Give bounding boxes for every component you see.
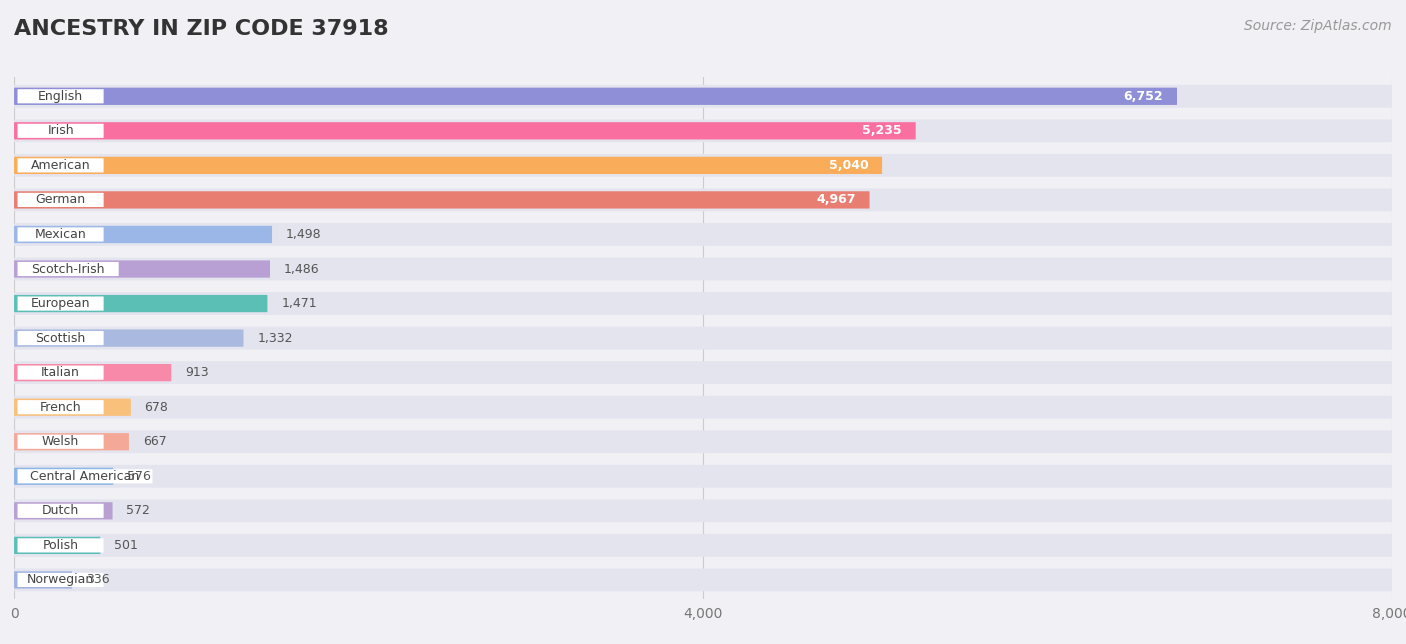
Text: Dutch: Dutch bbox=[42, 504, 79, 517]
FancyBboxPatch shape bbox=[17, 573, 104, 587]
Text: Norwegian: Norwegian bbox=[27, 573, 94, 587]
FancyBboxPatch shape bbox=[14, 260, 270, 278]
Text: 5,040: 5,040 bbox=[828, 159, 869, 172]
Text: 913: 913 bbox=[186, 366, 208, 379]
Text: Polish: Polish bbox=[42, 539, 79, 552]
FancyBboxPatch shape bbox=[14, 534, 1392, 557]
Text: European: European bbox=[31, 297, 90, 310]
FancyBboxPatch shape bbox=[17, 469, 152, 484]
Text: 5,235: 5,235 bbox=[862, 124, 901, 137]
FancyBboxPatch shape bbox=[14, 85, 1392, 108]
FancyBboxPatch shape bbox=[14, 119, 1392, 142]
Text: Irish: Irish bbox=[48, 124, 75, 137]
FancyBboxPatch shape bbox=[17, 538, 104, 553]
Text: 1,332: 1,332 bbox=[257, 332, 292, 345]
FancyBboxPatch shape bbox=[14, 226, 273, 243]
FancyBboxPatch shape bbox=[17, 400, 104, 414]
FancyBboxPatch shape bbox=[14, 327, 1392, 350]
FancyBboxPatch shape bbox=[17, 504, 104, 518]
FancyBboxPatch shape bbox=[17, 262, 118, 276]
FancyBboxPatch shape bbox=[14, 396, 1392, 419]
Text: Source: ZipAtlas.com: Source: ZipAtlas.com bbox=[1244, 19, 1392, 33]
FancyBboxPatch shape bbox=[17, 158, 104, 173]
FancyBboxPatch shape bbox=[17, 227, 104, 242]
FancyBboxPatch shape bbox=[14, 295, 267, 312]
FancyBboxPatch shape bbox=[14, 502, 112, 520]
Text: 1,498: 1,498 bbox=[285, 228, 322, 241]
Text: 576: 576 bbox=[127, 469, 150, 483]
FancyBboxPatch shape bbox=[17, 124, 104, 138]
FancyBboxPatch shape bbox=[17, 366, 104, 380]
FancyBboxPatch shape bbox=[14, 154, 1392, 176]
FancyBboxPatch shape bbox=[14, 88, 1177, 105]
Text: 1,471: 1,471 bbox=[281, 297, 316, 310]
Text: 336: 336 bbox=[86, 573, 110, 587]
FancyBboxPatch shape bbox=[14, 433, 129, 450]
Text: Mexican: Mexican bbox=[35, 228, 86, 241]
FancyBboxPatch shape bbox=[14, 536, 100, 554]
FancyBboxPatch shape bbox=[17, 296, 104, 310]
FancyBboxPatch shape bbox=[14, 500, 1392, 522]
Text: 501: 501 bbox=[114, 539, 138, 552]
Text: 4,967: 4,967 bbox=[817, 193, 856, 207]
FancyBboxPatch shape bbox=[14, 258, 1392, 280]
Text: American: American bbox=[31, 159, 90, 172]
FancyBboxPatch shape bbox=[14, 468, 114, 485]
Text: Italian: Italian bbox=[41, 366, 80, 379]
FancyBboxPatch shape bbox=[14, 223, 1392, 246]
Text: 572: 572 bbox=[127, 504, 150, 517]
Text: 1,486: 1,486 bbox=[284, 263, 319, 276]
Text: 6,752: 6,752 bbox=[1123, 90, 1163, 103]
FancyBboxPatch shape bbox=[14, 292, 1392, 315]
Text: 678: 678 bbox=[145, 401, 169, 413]
Text: English: English bbox=[38, 90, 83, 103]
Text: Scottish: Scottish bbox=[35, 332, 86, 345]
Text: Scotch-Irish: Scotch-Irish bbox=[31, 263, 105, 276]
Text: Welsh: Welsh bbox=[42, 435, 79, 448]
FancyBboxPatch shape bbox=[17, 193, 104, 207]
FancyBboxPatch shape bbox=[17, 435, 104, 449]
FancyBboxPatch shape bbox=[14, 330, 243, 346]
FancyBboxPatch shape bbox=[17, 331, 104, 345]
FancyBboxPatch shape bbox=[14, 399, 131, 416]
FancyBboxPatch shape bbox=[14, 361, 1392, 384]
Text: German: German bbox=[35, 193, 86, 207]
FancyBboxPatch shape bbox=[17, 90, 104, 103]
FancyBboxPatch shape bbox=[14, 430, 1392, 453]
FancyBboxPatch shape bbox=[14, 571, 72, 589]
Text: 667: 667 bbox=[143, 435, 166, 448]
FancyBboxPatch shape bbox=[14, 569, 1392, 591]
FancyBboxPatch shape bbox=[14, 122, 915, 140]
FancyBboxPatch shape bbox=[14, 364, 172, 381]
FancyBboxPatch shape bbox=[14, 465, 1392, 488]
FancyBboxPatch shape bbox=[14, 191, 869, 209]
FancyBboxPatch shape bbox=[14, 156, 882, 174]
Text: Central American: Central American bbox=[31, 469, 139, 483]
Text: ANCESTRY IN ZIP CODE 37918: ANCESTRY IN ZIP CODE 37918 bbox=[14, 19, 388, 39]
Text: French: French bbox=[39, 401, 82, 413]
FancyBboxPatch shape bbox=[14, 189, 1392, 211]
